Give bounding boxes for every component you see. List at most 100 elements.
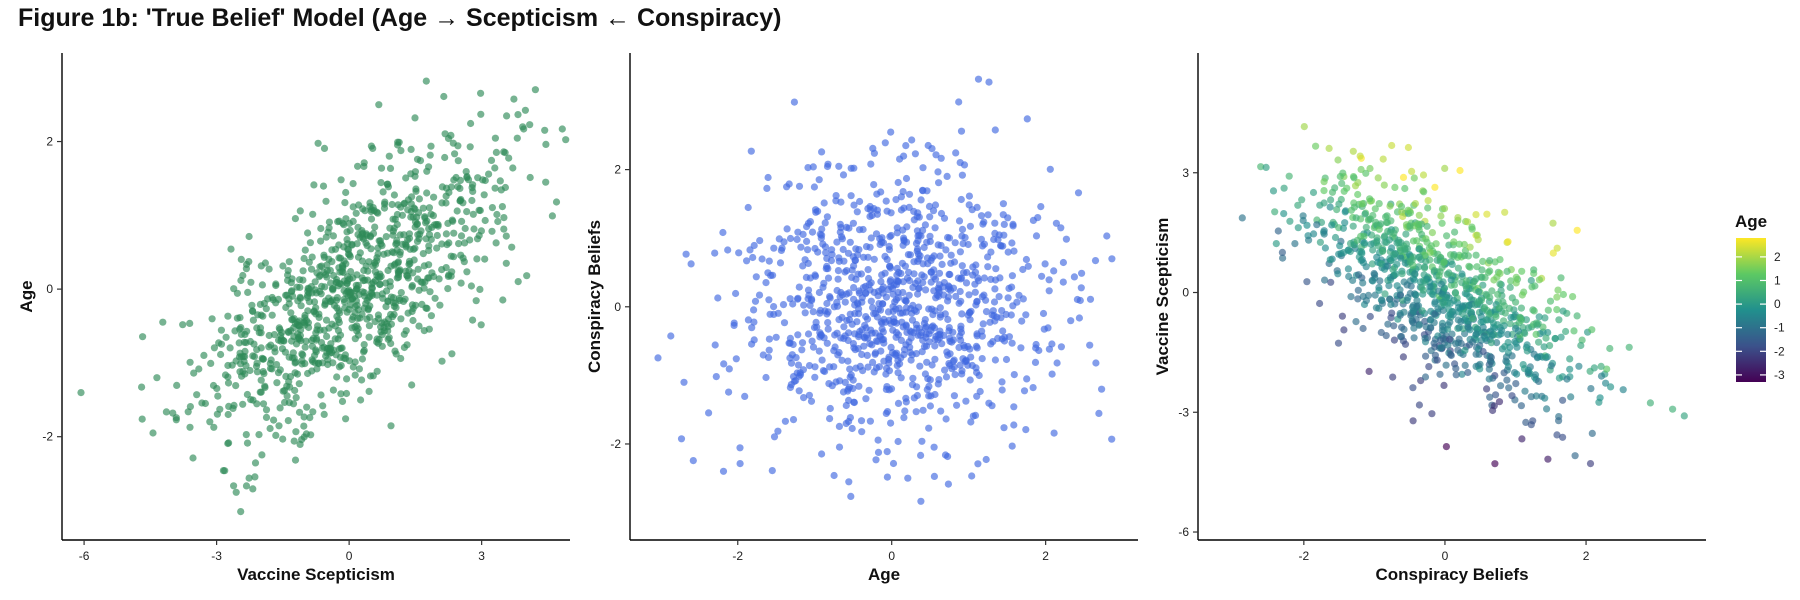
data-point (1041, 260, 1049, 268)
data-point (956, 287, 964, 296)
data-point (1484, 268, 1492, 276)
data-point (931, 224, 939, 232)
data-point (249, 307, 257, 316)
data-point (1410, 334, 1418, 342)
data-point (925, 424, 933, 432)
data-point (1409, 237, 1417, 245)
data-point (1475, 288, 1483, 296)
data-point (931, 275, 940, 283)
data-point (823, 339, 831, 347)
data-point (315, 273, 323, 281)
data-point (850, 295, 858, 303)
data-point (1091, 257, 1100, 265)
data-point (1577, 341, 1585, 350)
data-point (274, 369, 283, 377)
data-point (1320, 230, 1328, 238)
data-point (830, 471, 838, 480)
data-point (842, 401, 850, 410)
data-point (841, 268, 849, 276)
data-point (1086, 341, 1094, 349)
data-point (210, 344, 218, 352)
data-point (485, 170, 493, 178)
data-point (266, 359, 274, 368)
data-point (785, 339, 793, 347)
data-point (1535, 338, 1543, 346)
data-point (952, 292, 960, 301)
data-point (902, 304, 911, 312)
data-point (1517, 316, 1525, 324)
data-point (304, 229, 312, 237)
x-axis-label: Age (868, 565, 900, 584)
data-point (880, 339, 888, 347)
data-point (1002, 355, 1011, 364)
data-point (820, 279, 828, 287)
data-point (1602, 379, 1610, 387)
data-point (1305, 236, 1313, 244)
data-point (138, 415, 146, 423)
data-point (870, 255, 878, 263)
data-point (1353, 236, 1361, 244)
data-point (441, 153, 449, 162)
data-point (856, 197, 864, 206)
data-point (1369, 246, 1377, 254)
data-point (815, 288, 824, 297)
data-point (186, 423, 194, 431)
data-point (881, 139, 889, 147)
data-point (1547, 362, 1555, 370)
data-point (186, 358, 194, 366)
data-point (404, 236, 412, 244)
data-point (925, 392, 933, 400)
data-point (1370, 269, 1378, 278)
data-point (249, 352, 257, 360)
data-point (1442, 443, 1450, 451)
data-point (855, 382, 863, 390)
data-point (1455, 324, 1463, 332)
data-point (804, 286, 813, 294)
data-point (1389, 373, 1397, 381)
data-point (1535, 377, 1543, 385)
data-point (911, 150, 920, 158)
data-point (987, 248, 995, 256)
data-point (367, 215, 376, 223)
data-point (1415, 245, 1423, 253)
data-point (779, 301, 788, 309)
data-point (217, 350, 225, 359)
data-point (333, 312, 341, 320)
data-point (477, 227, 485, 235)
data-point (824, 274, 833, 282)
data-point (230, 401, 238, 409)
data-point (809, 343, 818, 351)
data-point (472, 297, 480, 305)
data-point (1092, 359, 1100, 367)
data-point (276, 325, 284, 334)
data-point (861, 290, 870, 298)
data-point (736, 444, 744, 452)
data-point (172, 416, 180, 424)
data-point (404, 309, 412, 317)
data-point (1024, 262, 1032, 270)
data-point (242, 339, 250, 347)
data-point (238, 372, 246, 380)
data-point (1514, 327, 1522, 335)
data-point (436, 301, 444, 309)
y-tick-label: 2 (46, 135, 53, 149)
data-point (1022, 311, 1030, 319)
data-point (885, 246, 894, 254)
data-point (402, 327, 410, 335)
data-point (1485, 310, 1493, 318)
data-point (735, 249, 743, 257)
data-point (356, 249, 364, 257)
data-point (311, 278, 319, 286)
data-point (1450, 281, 1459, 289)
data-point (334, 218, 342, 226)
data-point (1541, 394, 1549, 402)
data-point (1423, 222, 1431, 230)
data-point (896, 155, 904, 163)
data-point (824, 160, 832, 168)
data-point (476, 285, 484, 293)
data-point (1354, 286, 1362, 294)
data-point (1521, 329, 1529, 338)
data-point (427, 312, 435, 320)
data-point (513, 134, 521, 142)
data-point (1349, 222, 1357, 230)
